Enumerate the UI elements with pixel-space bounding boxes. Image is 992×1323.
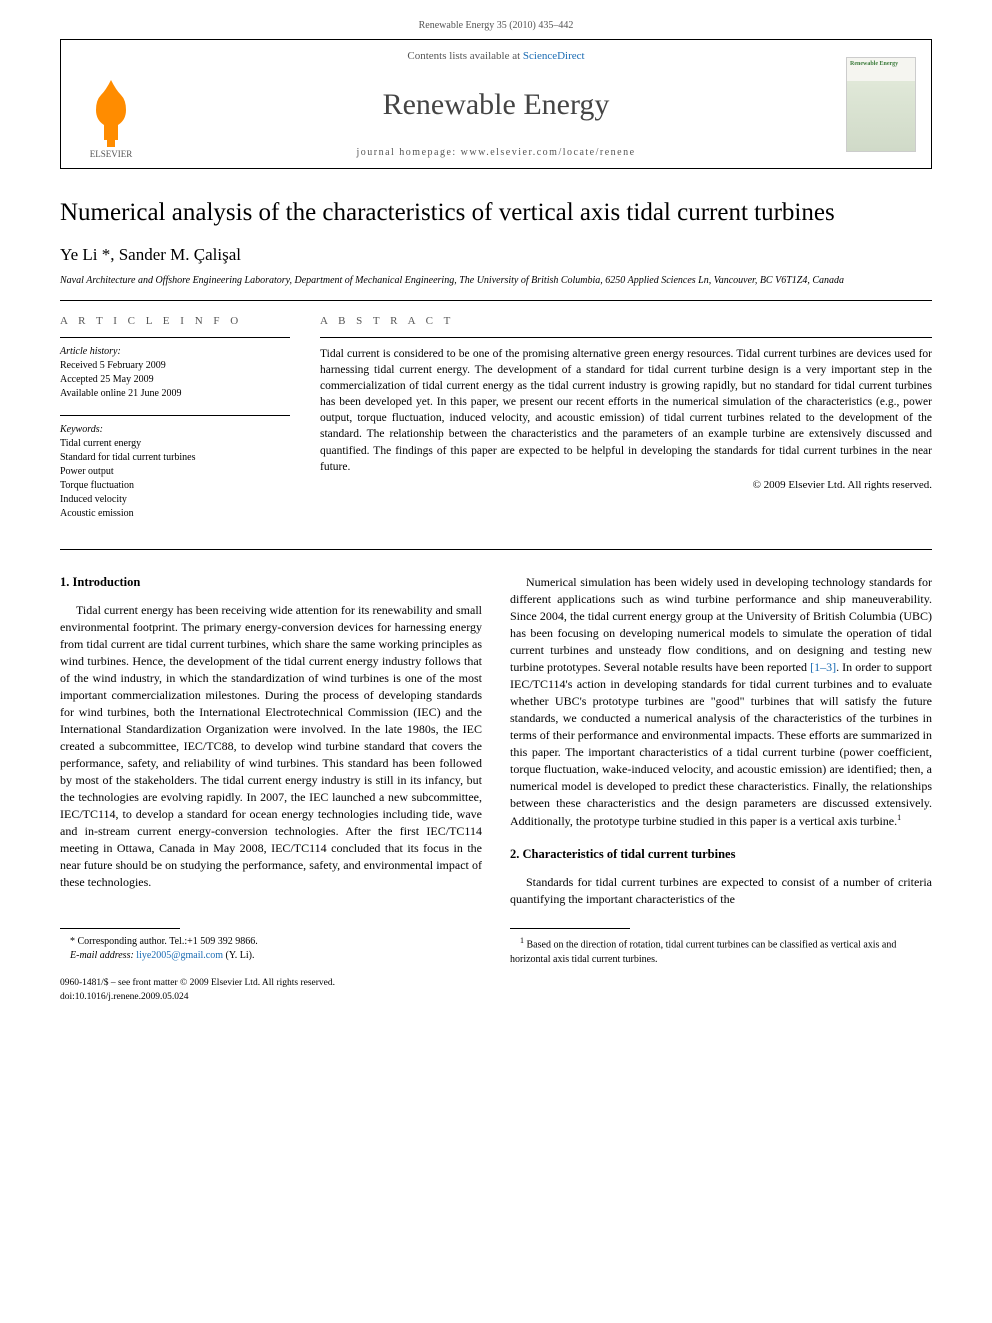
copyright-footer: 0960-1481/$ – see front matter © 2009 El…: [60, 977, 482, 1004]
history-label: Article history:: [60, 346, 290, 357]
divider-bottom: [60, 549, 932, 550]
journal-masthead: ELSEVIER Contents lists available at Sci…: [60, 39, 932, 169]
keyword-item: Standard for tidal current turbines: [60, 451, 290, 465]
homepage-url: www.elsevier.com/locate/renene: [461, 147, 636, 158]
body-column-right: Numerical simulation has been widely use…: [510, 574, 932, 908]
journal-cover-cell: Renewable Energy: [831, 40, 931, 168]
received-date: Received 5 February 2009: [60, 359, 290, 373]
abstract-copyright: © 2009 Elsevier Ltd. All rights reserved…: [320, 479, 932, 491]
intro-paragraph-2: Numerical simulation has been widely use…: [510, 574, 932, 830]
abstract-divider: [320, 337, 932, 338]
section-1-heading: 1. Introduction: [60, 574, 482, 592]
article-info-heading: A R T I C L E I N F O: [60, 315, 290, 327]
abstract-column: A B S T R A C T Tidal current is conside…: [320, 315, 932, 535]
keyword-item: Acoustic emission: [60, 507, 290, 521]
masthead-center: Contents lists available at ScienceDirec…: [161, 40, 831, 168]
citation-link[interactable]: [1–3]: [810, 660, 836, 674]
citation-text: Renewable Energy 35 (2010) 435–442: [419, 20, 574, 31]
keyword-item: Torque fluctuation: [60, 479, 290, 493]
available-date: Available online 21 June 2009: [60, 387, 290, 401]
section-2-heading: 2. Characteristics of tidal current turb…: [510, 846, 932, 864]
footnote-ref-1[interactable]: 1: [897, 813, 901, 822]
author-list: Ye Li *, Sander M. Çalişal: [60, 245, 932, 265]
footnote-1-text: Based on the direction of rotation, tida…: [510, 940, 896, 965]
contents-prefix: Contents lists available at: [407, 50, 522, 62]
abstract-text: Tidal current is considered to be one of…: [320, 346, 932, 475]
keyword-item: Induced velocity: [60, 493, 290, 507]
corresponding-author: * Corresponding author. Tel.:+1 509 392 …: [60, 935, 482, 949]
contents-available-line: Contents lists available at ScienceDirec…: [407, 50, 584, 62]
journal-homepage-line: journal homepage: www.elsevier.com/locat…: [356, 147, 635, 158]
email-label: E-mail address:: [70, 950, 134, 961]
article-info-column: A R T I C L E I N F O Article history: R…: [60, 315, 290, 535]
info-abstract-row: A R T I C L E I N F O Article history: R…: [60, 315, 932, 535]
keyword-item: Power output: [60, 465, 290, 479]
author-affiliation: Naval Architecture and Offshore Engineer…: [60, 275, 932, 286]
publisher-logo-cell: ELSEVIER: [61, 40, 161, 168]
elsevier-logo-icon: ELSEVIER: [76, 70, 146, 160]
publisher-name: ELSEVIER: [90, 149, 133, 159]
info-divider-2: [60, 415, 290, 416]
intro-paragraph-1: Tidal current energy has been receiving …: [60, 602, 482, 892]
section-2-paragraph: Standards for tidal current turbines are…: [510, 874, 932, 908]
divider-top: [60, 300, 932, 301]
info-divider-1: [60, 337, 290, 338]
article-title: Numerical analysis of the characteristic…: [60, 199, 932, 227]
footer-left: * Corresponding author. Tel.:+1 509 392 …: [60, 928, 482, 1004]
para2-post: . In order to support IEC/TC114's action…: [510, 660, 932, 828]
doi-line: doi:10.1016/j.renene.2009.05.024: [60, 991, 482, 1004]
journal-cover-thumbnail: Renewable Energy: [846, 57, 916, 152]
sciencedirect-link[interactable]: ScienceDirect: [523, 50, 585, 62]
footer-right: 1 Based on the direction of rotation, ti…: [510, 928, 932, 1004]
email-address[interactable]: liye2005@gmail.com: [136, 950, 223, 961]
issn-line: 0960-1481/$ – see front matter © 2009 El…: [60, 977, 482, 990]
accepted-date: Accepted 25 May 2009: [60, 373, 290, 387]
email-line: E-mail address: liye2005@gmail.com (Y. L…: [60, 949, 482, 963]
email-suffix: (Y. Li).: [223, 950, 254, 961]
keyword-item: Tidal current energy: [60, 437, 290, 451]
footnote-1: 1 Based on the direction of rotation, ti…: [510, 935, 932, 966]
abstract-heading: A B S T R A C T: [320, 315, 932, 327]
keywords-label: Keywords:: [60, 424, 290, 435]
page-footer: * Corresponding author. Tel.:+1 509 392 …: [60, 928, 932, 1004]
article-history-block: Article history: Received 5 February 200…: [60, 346, 290, 401]
footnote-rule-right: [510, 928, 630, 929]
body-two-column: 1. Introduction Tidal current energy has…: [60, 574, 932, 908]
running-header: Renewable Energy 35 (2010) 435–442: [0, 0, 992, 39]
footnote-rule-left: [60, 928, 180, 929]
keywords-block: Keywords: Tidal current energy Standard …: [60, 424, 290, 521]
cover-title: Renewable Energy: [847, 58, 915, 70]
body-column-left: 1. Introduction Tidal current energy has…: [60, 574, 482, 908]
homepage-prefix: journal homepage:: [356, 147, 460, 158]
journal-name: Renewable Energy: [383, 88, 610, 122]
